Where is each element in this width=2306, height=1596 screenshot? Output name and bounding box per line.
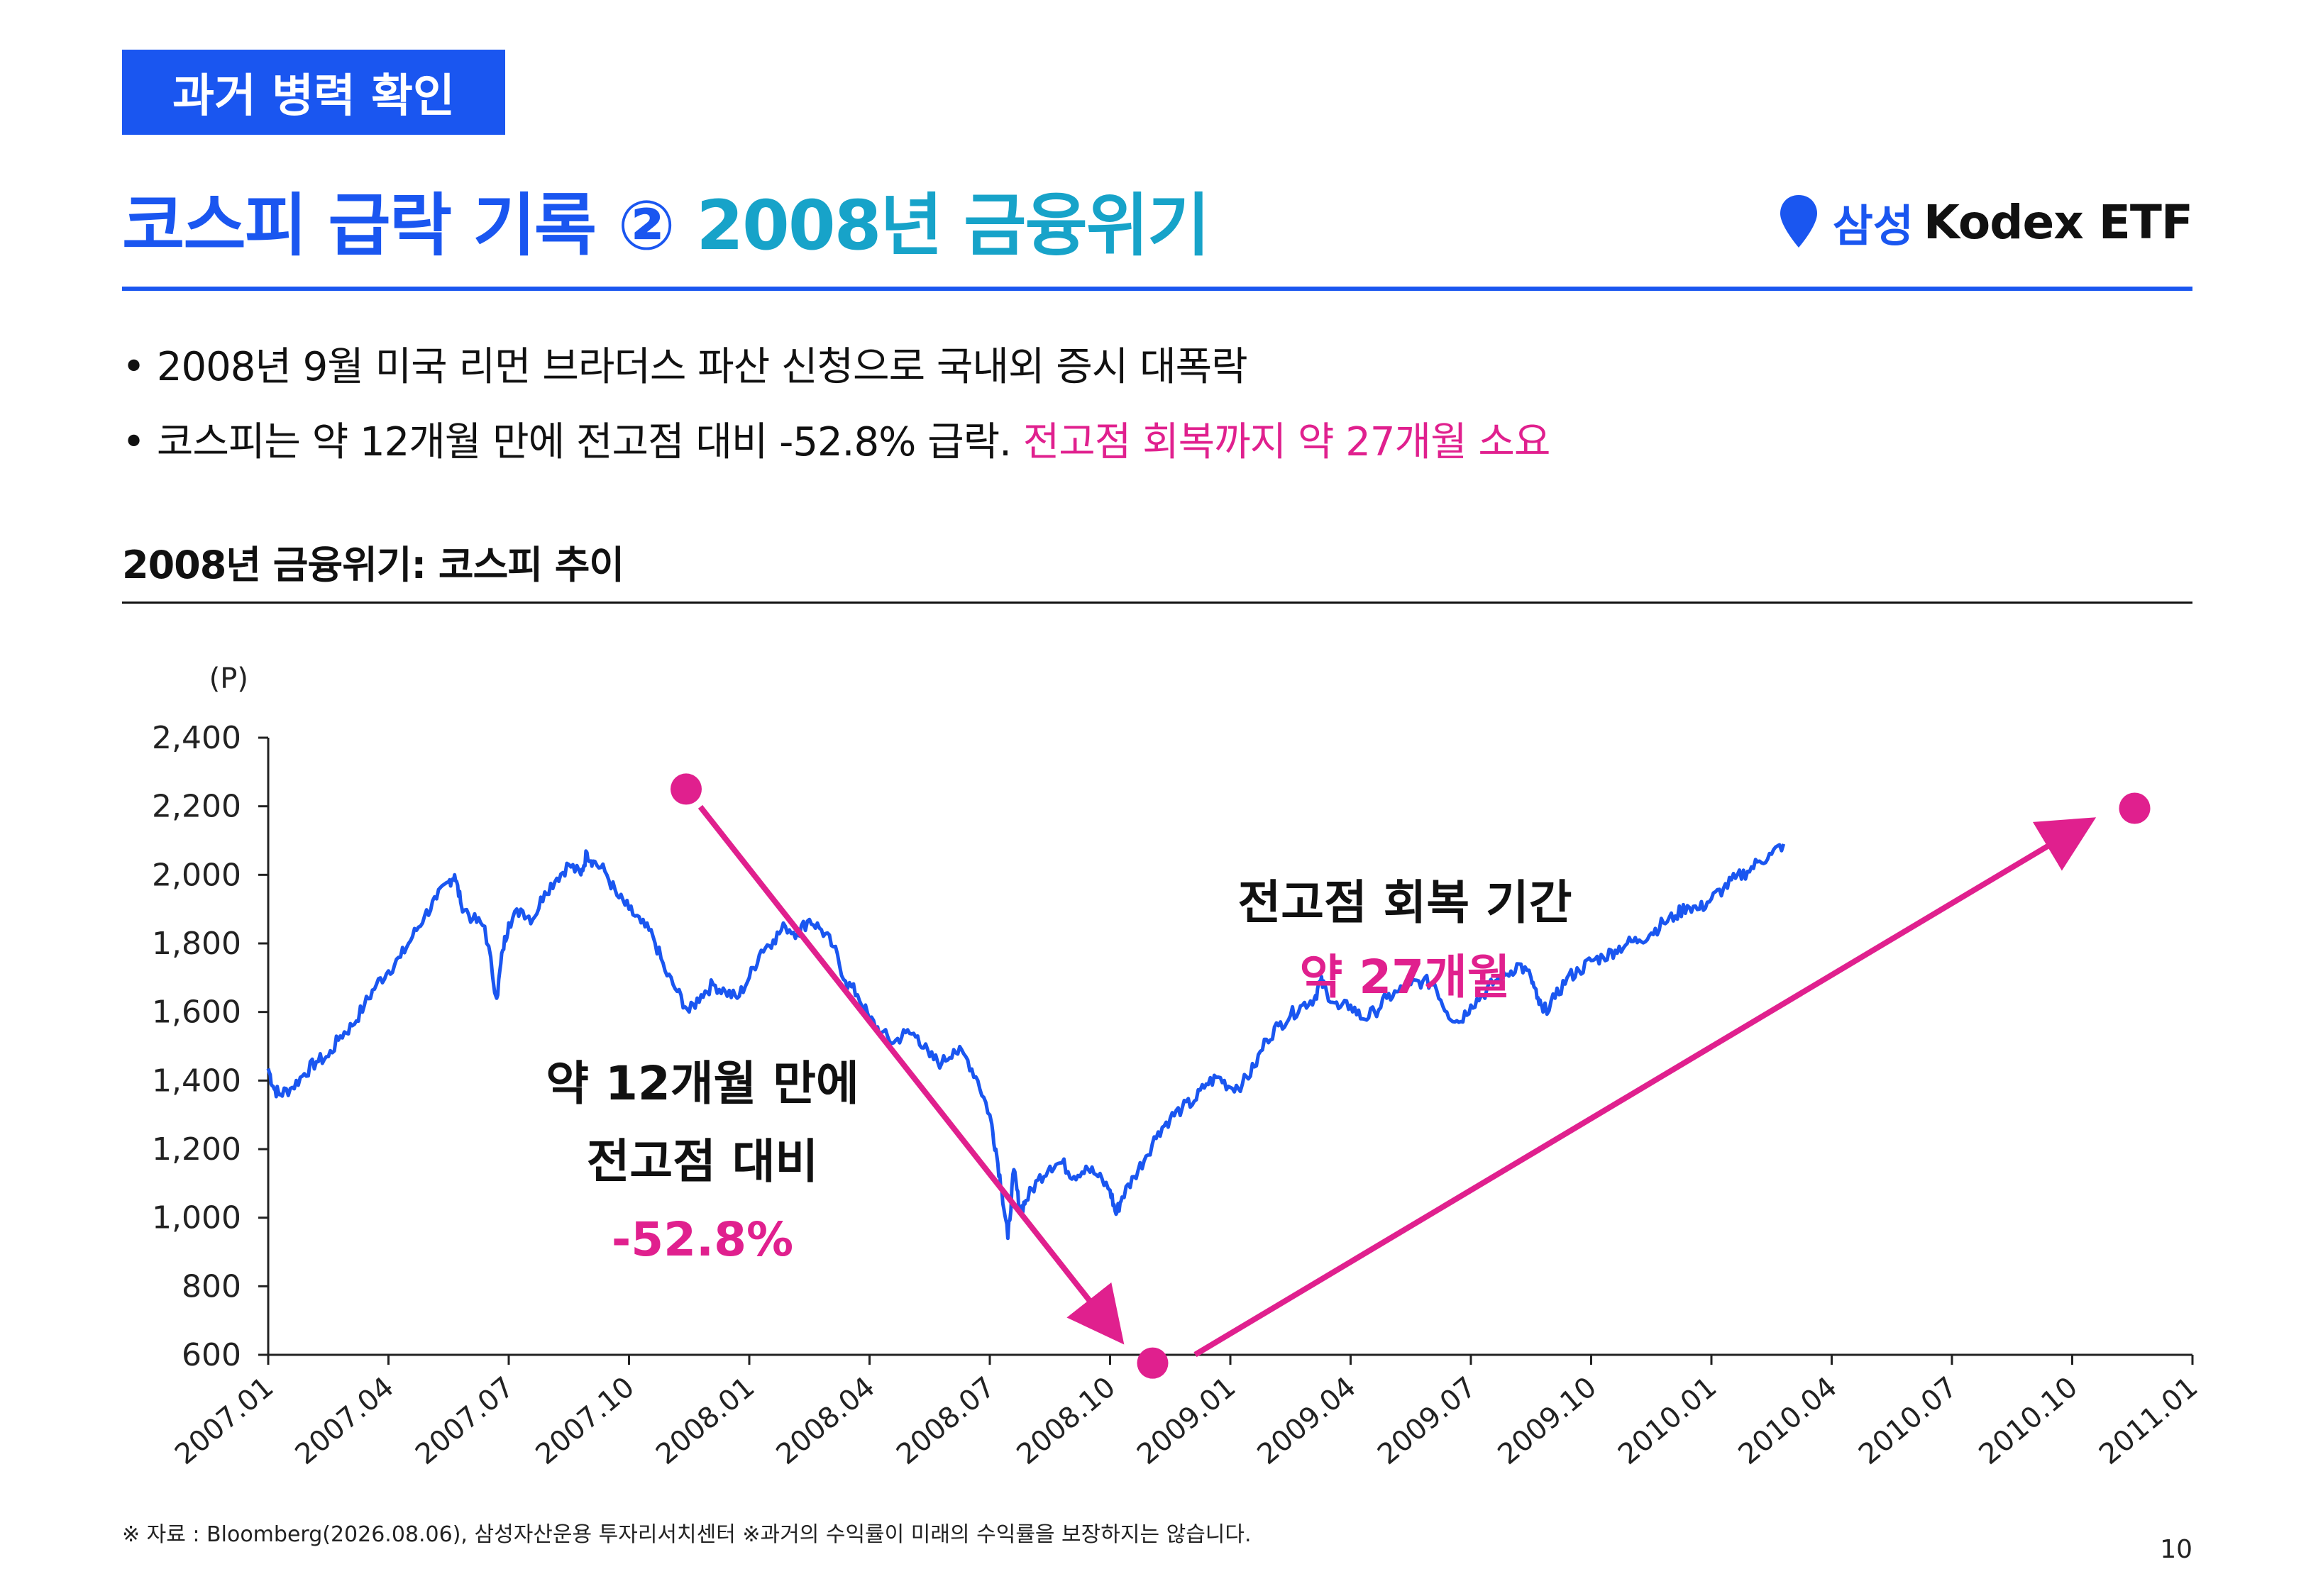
marker-dot-1 [671, 773, 702, 805]
y-tick-label: 800 [182, 1268, 241, 1304]
x-tick-label: 2007.10 [530, 1370, 641, 1471]
x-tick-label: 2007.01 [169, 1370, 280, 1471]
page-title-part2: 2008년 금융위기 [696, 186, 1210, 265]
recovery-arrow [1193, 817, 2097, 1358]
page-number: 10 [2160, 1535, 2192, 1564]
x-tick-label: 2009.07 [1372, 1370, 1482, 1471]
y-tick-label: 2,400 [152, 720, 241, 756]
x-tick-label: 2011.01 [2093, 1370, 2204, 1471]
section-tag: 과거 병력 확인 [122, 50, 505, 135]
bullet-1: • 2008년 9월 미국 리먼 브라더스 파산 신청으로 국내외 증시 대폭락 [122, 335, 1248, 392]
y-tick-label: 600 [182, 1337, 241, 1373]
footnote: ※ 자료 : Bloomberg(2026.08.06), 삼성자산운용 투자리… [122, 1522, 1252, 1547]
recovery-annotation-line1: 전고점 회복 기간 [1238, 875, 1572, 930]
x-tick-label: 2009.01 [1131, 1370, 1242, 1471]
marker-dot-2 [1137, 1347, 1169, 1379]
bullet-2: • 코스피는 약 12개월 만에 전고점 대비 -52.8% 급락. 전고점 회… [122, 410, 1550, 467]
bullet-2-text: • 코스피는 약 12개월 만에 전고점 대비 -52.8% 급락. [122, 419, 1023, 465]
y-tick-label: 1,800 [152, 926, 241, 962]
marker-dot-3 [2119, 792, 2151, 824]
bullet-1-text: • 2008년 9월 미국 리먼 브라더스 파산 신청으로 국내외 증시 대폭락 [122, 344, 1248, 390]
drop-arrow [697, 804, 1125, 1345]
x-tick-label: 2008.04 [771, 1370, 881, 1471]
x-tick-label: 2008.07 [890, 1370, 1001, 1471]
x-tick-label: 2008.01 [650, 1370, 761, 1471]
page-title-part1: 코스피 급락 기록 ② [122, 186, 697, 265]
x-tick-label: 2007.04 [289, 1370, 400, 1471]
y-unit-label: (P) [209, 663, 248, 695]
chart-series [266, 843, 1786, 1241]
y-tick-label: 1,000 [152, 1200, 241, 1236]
title-divider [122, 287, 2192, 291]
y-tick-label: 1,400 [152, 1063, 241, 1099]
x-tick-label: 2008.10 [1011, 1370, 1122, 1471]
brand-logo: 삼성 Kodex ETF [1777, 190, 2193, 254]
bullet-2-highlight: 전고점 회복까지 약 27개월 소요 [1022, 419, 1551, 465]
x-tick-label: 2010.04 [1733, 1370, 1843, 1471]
recovery-annotation-value: 약 27개월 [1300, 950, 1511, 1004]
location-pin-icon [1780, 195, 1817, 248]
x-tick-label: 2009.04 [1252, 1370, 1362, 1471]
x-tick-label: 2007.07 [409, 1370, 520, 1471]
drop-annotation-line2: 전고점 대비 [587, 1134, 819, 1189]
y-tick-label: 2,000 [152, 857, 241, 893]
page-title: 코스피 급락 기록 ② 2008년 금융위기 [122, 170, 1210, 269]
x-tick-label: 2010.01 [1612, 1370, 1723, 1471]
y-tick-label: 1,200 [152, 1131, 241, 1168]
chart-ticks: (P) 600 800 1,000 1,200 1,400 1,600 1,800 2,000 2… [152, 663, 2204, 1471]
logo-kodex-text: Kodex ETF [1923, 194, 2193, 250]
x-tick-label: 2010.10 [1973, 1370, 2084, 1471]
x-tick-label: 2009.10 [1492, 1370, 1603, 1471]
drop-annotation-value: -52.8% [612, 1212, 793, 1267]
chart-section-divider [122, 602, 2192, 604]
kospi-series-line [266, 843, 1786, 1241]
drop-annotation-line1: 약 12개월 만에 [546, 1056, 859, 1111]
chart-section-title: 2008년 금융위기: 코스피 추이 [122, 543, 624, 587]
y-tick-label: 1,600 [152, 994, 241, 1031]
x-tick-label: 2010.07 [1853, 1370, 1963, 1471]
chart-axes [267, 738, 2192, 1356]
logo-samsung-text: 삼성 [1832, 200, 1914, 252]
y-tick-label: 2,200 [152, 789, 241, 825]
